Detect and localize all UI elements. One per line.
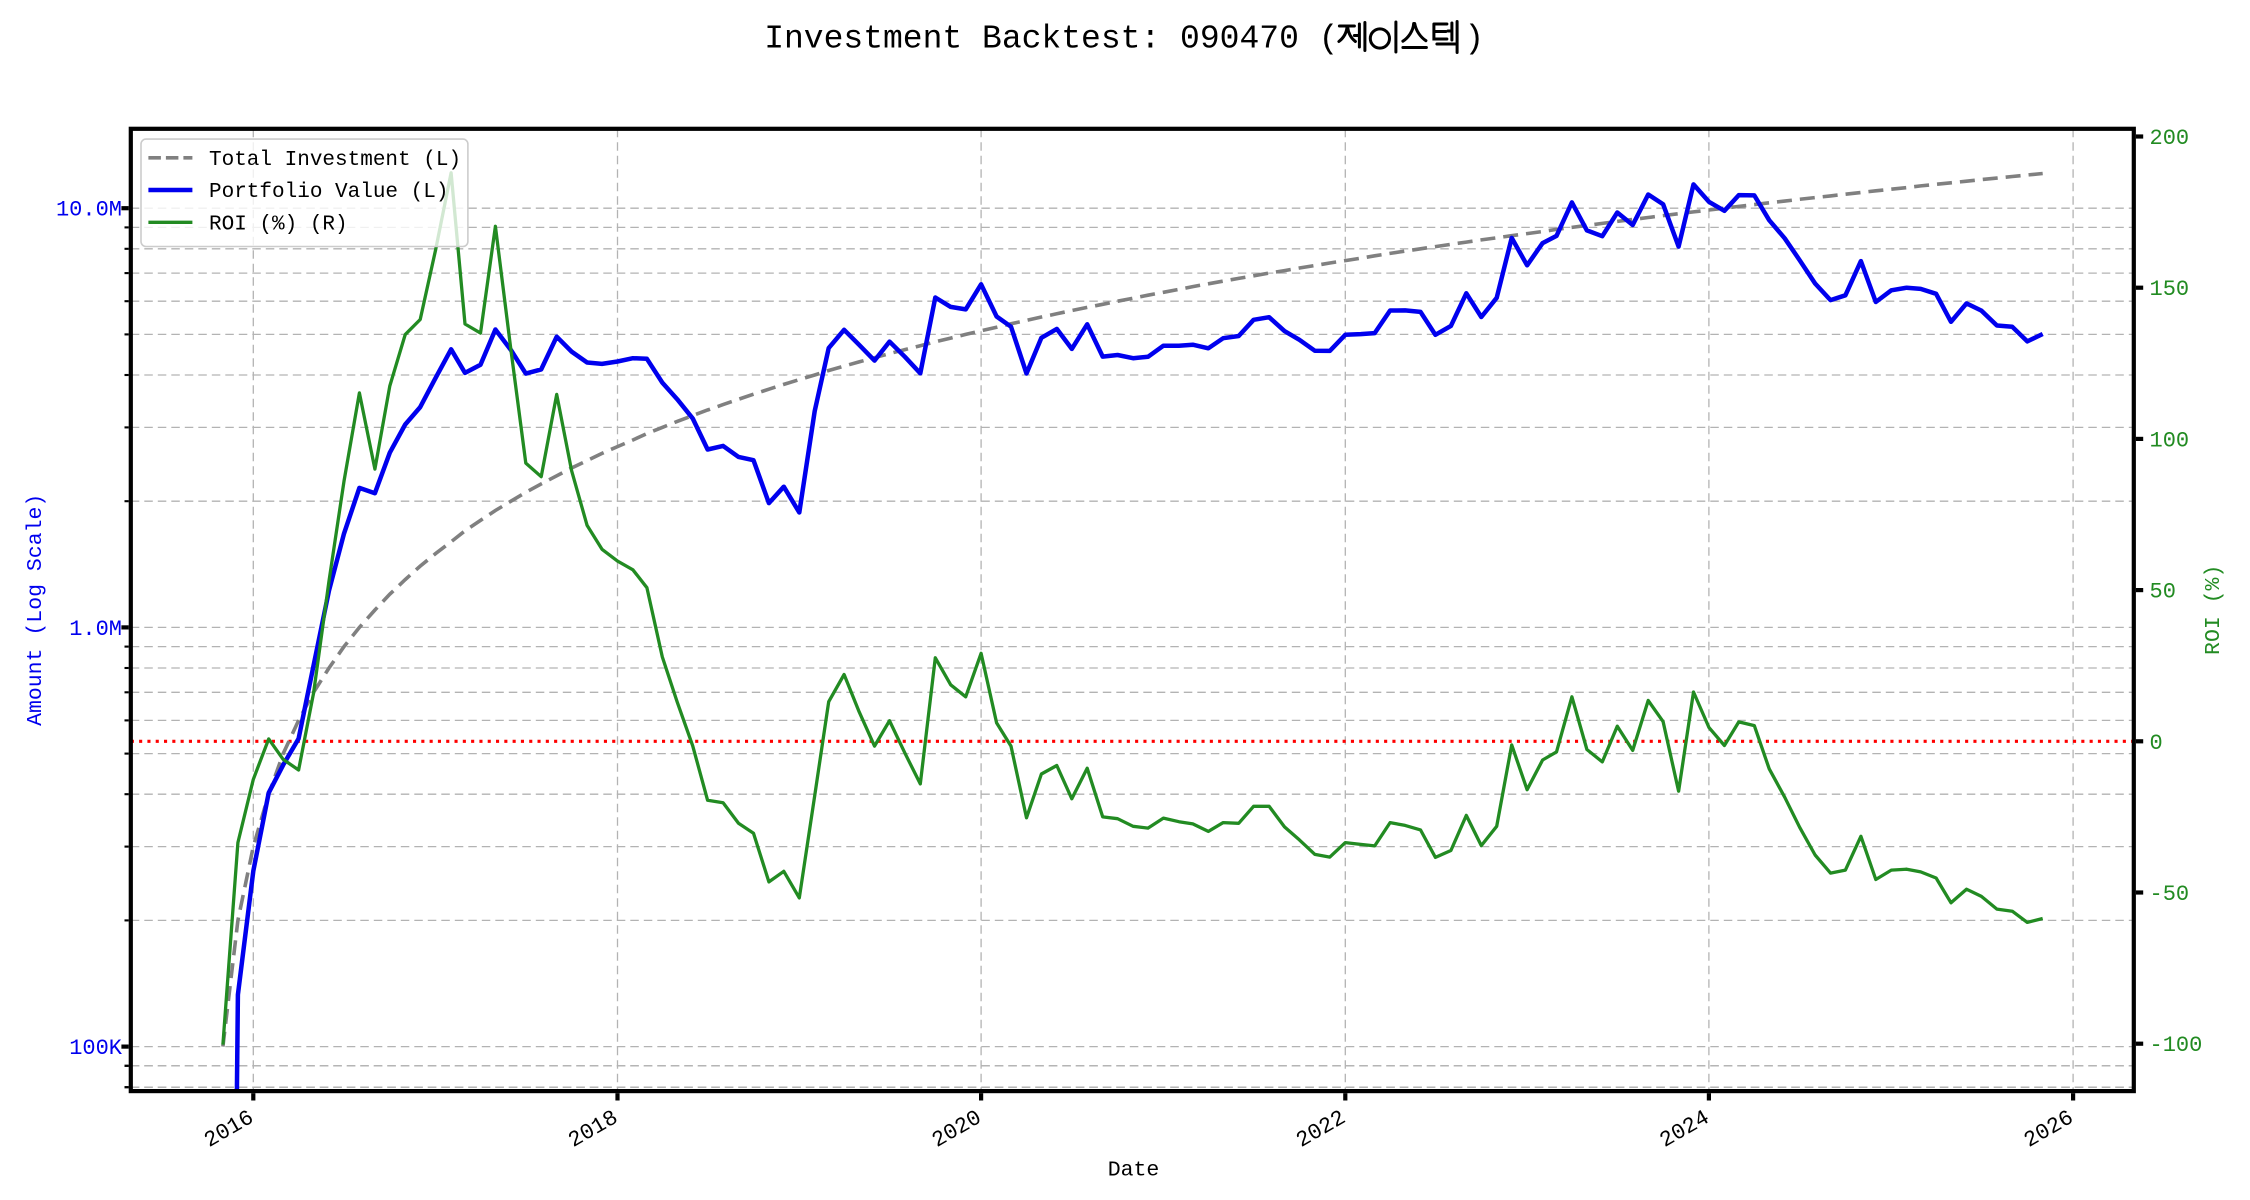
- svg-text:1.0M: 1.0M: [69, 617, 122, 642]
- svg-text:Amount (Log Scale): Amount (Log Scale): [24, 494, 48, 726]
- svg-text:Total Investment (L): Total Investment (L): [209, 149, 461, 172]
- svg-text:100: 100: [2150, 428, 2190, 453]
- svg-text:ROI (%) (R): ROI (%) (R): [209, 214, 348, 237]
- svg-text:100K: 100K: [69, 1036, 123, 1061]
- svg-text:50: 50: [2150, 580, 2176, 605]
- svg-text:200: 200: [2150, 126, 2190, 151]
- svg-text:-50: -50: [2150, 882, 2190, 907]
- svg-text:150: 150: [2150, 277, 2190, 302]
- svg-text:ROI (%): ROI (%): [2202, 565, 2226, 655]
- svg-text:10.0M: 10.0M: [56, 198, 122, 223]
- svg-text:-100: -100: [2150, 1033, 2203, 1058]
- svg-text:Investment Backtest: 090470 (: Investment Backtest: 090470 (: [764, 20, 1338, 57]
- svg-text:Date: Date: [1108, 1159, 1160, 1183]
- svg-text:0: 0: [2150, 731, 2163, 756]
- svg-text:): ): [1464, 20, 1484, 57]
- svg-text:Portfolio Value (L): Portfolio Value (L): [209, 181, 448, 204]
